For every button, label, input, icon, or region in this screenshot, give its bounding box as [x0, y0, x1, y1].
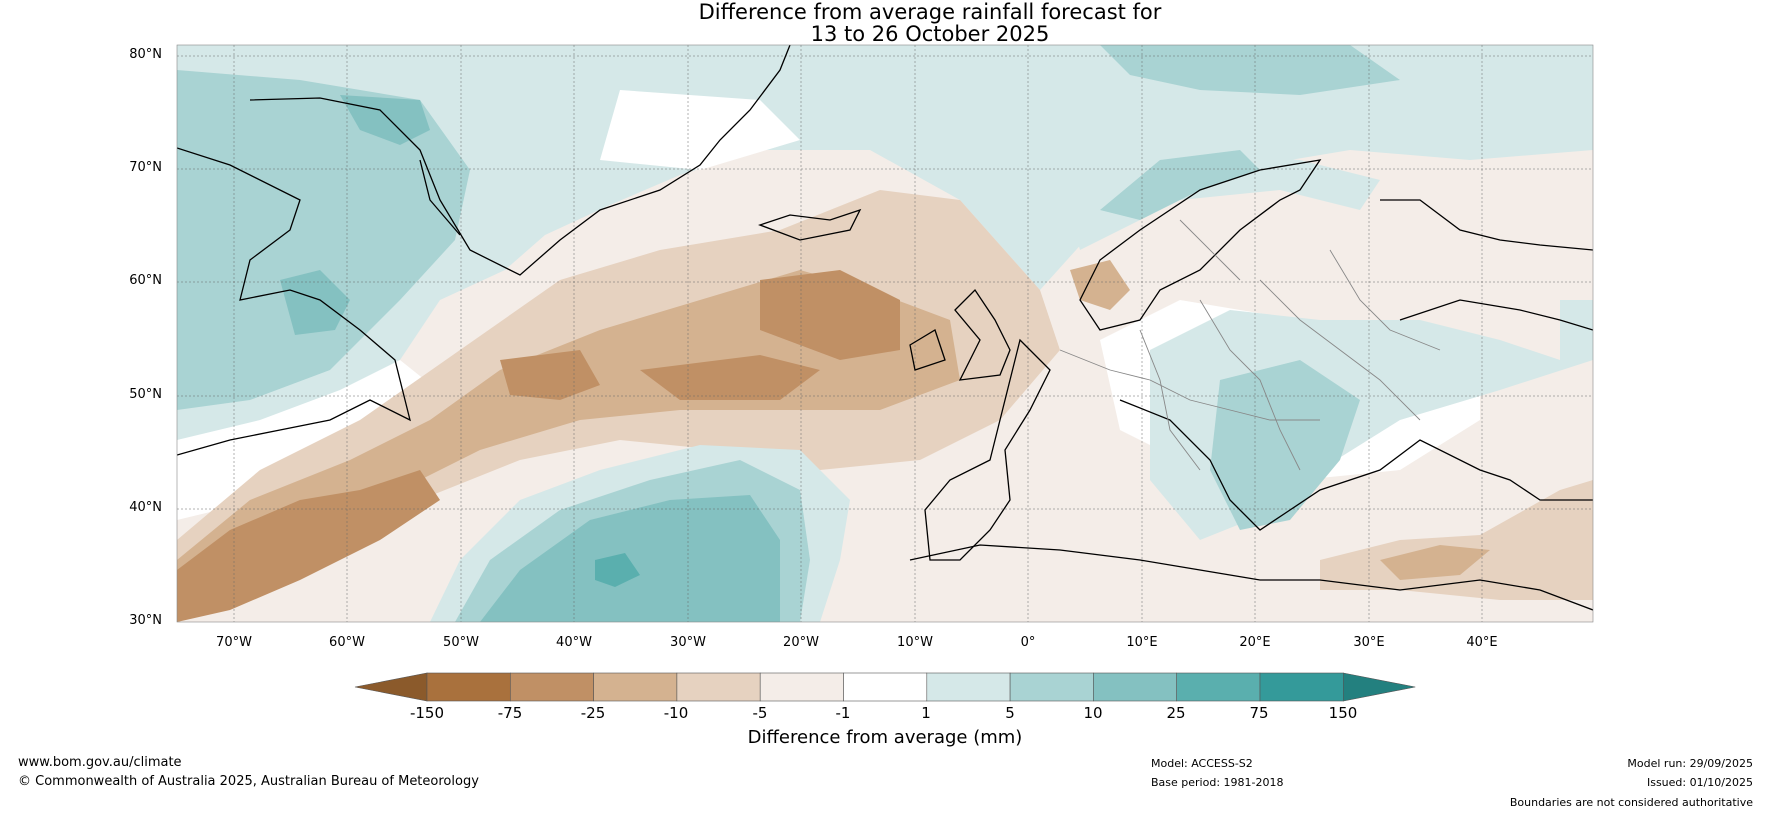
- colorbar-tick: -75: [497, 704, 523, 722]
- anomaly-dry-atlantic-4: [760, 270, 900, 360]
- anomaly-dry-southwest: [177, 470, 440, 622]
- colorbar-swatch: [1093, 672, 1178, 702]
- anomaly-wet-greenland: [177, 45, 1593, 450]
- anomaly-mediterranean-dry: [1320, 480, 1593, 600]
- colorbar-tick: -25: [580, 704, 606, 722]
- anomaly-arctic-wet: [1100, 45, 1400, 95]
- lon-label-50w: 50°W: [443, 635, 479, 650]
- colorbar-tick: -1: [835, 704, 851, 722]
- model-name: Model: ACCESS-S2: [1151, 757, 1253, 770]
- anomaly-norway-wet: [1100, 150, 1260, 220]
- colorbar-arrow-min: [354, 672, 428, 702]
- colorbar-swatch: [926, 672, 1011, 702]
- website-link[interactable]: www.bom.gov.au/climate: [18, 755, 182, 770]
- anomaly-wet-subtropical-3: [480, 495, 780, 622]
- map-body: [177, 45, 1593, 622]
- colorbar-swatch: [426, 672, 511, 702]
- lat-label-80n: 80°N: [129, 47, 162, 62]
- colorbar-swatch: [1009, 672, 1094, 702]
- lon-label-10e: 10°E: [1126, 635, 1158, 650]
- anomaly-dry-atlantic-3: [500, 350, 600, 400]
- colorbar-tick: 5: [1005, 704, 1015, 722]
- colorbar-tick: -5: [752, 704, 768, 722]
- lat-label-60n: 60°N: [129, 273, 162, 288]
- colorbar-swatch: [759, 672, 844, 702]
- base-period: Base period: 1981-2018: [1151, 776, 1284, 789]
- lon-label-30w: 30°W: [670, 635, 706, 650]
- lat-label-40n: 40°N: [129, 500, 162, 515]
- graticule: [177, 45, 1593, 622]
- anomaly-wet-greenland-4: [340, 95, 430, 145]
- lon-label-20e: 20°E: [1239, 635, 1271, 650]
- lat-label-70n: 70°N: [129, 160, 162, 175]
- lon-label-40e: 40°E: [1466, 635, 1498, 650]
- lat-label-30n: 30°N: [129, 613, 162, 628]
- colorbar-swatch: [1176, 672, 1261, 702]
- issued-date: Issued: 01/10/2025: [1646, 776, 1753, 789]
- copyright-notice: © Commonwealth of Australia 2025, Austra…: [18, 774, 479, 789]
- colorbar-swatch: [509, 672, 594, 702]
- colorbar-tick: 25: [1166, 704, 1186, 722]
- anomaly-wet-greenland-2: [177, 70, 470, 410]
- colorbar-swatch: [1259, 672, 1344, 702]
- lon-label-10w: 10°W: [897, 635, 933, 650]
- lon-label-0: 0°: [1020, 635, 1036, 650]
- colorbar-swatch: [676, 672, 761, 702]
- anomaly-scandinavia-wet: [1060, 150, 1380, 250]
- lon-label-30e: 30°E: [1353, 635, 1385, 650]
- anomaly-wet-greenland-3: [280, 270, 350, 335]
- lon-label-60w: 60°W: [329, 635, 365, 650]
- map-title-line1: Difference from average rainfall forecas…: [698, 0, 1162, 24]
- colorbar-tick: -10: [663, 704, 689, 722]
- anomaly-wet-subtropical-4: [595, 553, 640, 587]
- map-frame: [176, 44, 1594, 623]
- lon-label-20w: 20°W: [783, 635, 819, 650]
- colorbar-swatch: [843, 672, 928, 702]
- lon-label-40w: 40°W: [556, 635, 592, 650]
- model-run-date: Model run: 29/09/2025: [1627, 757, 1753, 770]
- country-borders: [1059, 219, 1441, 471]
- lon-label-70w: 70°W: [216, 635, 252, 650]
- colorbar-swatch: [593, 672, 678, 702]
- colorbar-tick: -150: [409, 704, 445, 722]
- anomaly-neutral-west: [177, 360, 450, 520]
- colorbar-tick: 1: [921, 704, 931, 722]
- lat-label-50n: 50°N: [129, 387, 162, 402]
- colorbar-arrow-max: [1343, 672, 1416, 702]
- colorbar-tick: 10: [1083, 704, 1103, 722]
- boundaries-disclaimer: Boundaries are not considered authoritat…: [1509, 796, 1753, 809]
- map-title-line2: 13 to 26 October 2025: [810, 22, 1050, 46]
- anomaly-dry-atlantic-5: [640, 355, 820, 400]
- anomaly-mediterranean-dry-2: [1380, 545, 1490, 580]
- colorbar-tick: 75: [1249, 704, 1269, 722]
- anomaly-uk-dry: [1070, 260, 1130, 310]
- colorbar: [354, 672, 1416, 702]
- coastlines: [177, 45, 1593, 611]
- anomaly-europe-wet-2: [1210, 360, 1360, 530]
- colorbar-tick: 150: [1328, 704, 1358, 722]
- colorbar-title: Difference from average (mm): [747, 727, 1023, 748]
